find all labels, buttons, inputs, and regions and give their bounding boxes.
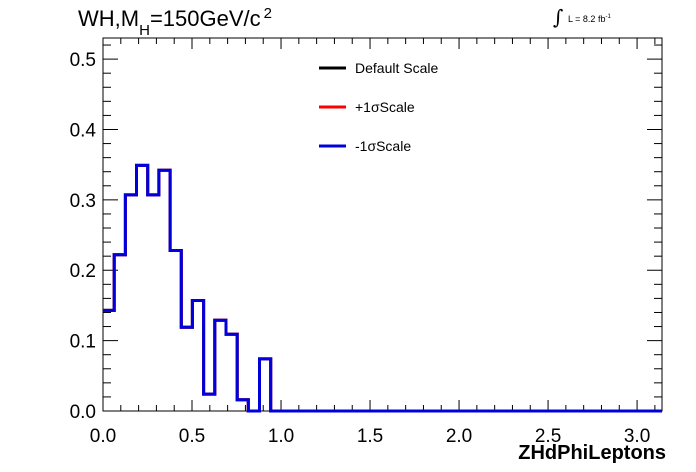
legend: Default Scale +1σScale -1σScale <box>319 60 438 154</box>
y-tick-label: 0.3 <box>70 191 96 212</box>
series-group <box>103 163 662 413</box>
x-tick-label: 1.0 <box>268 426 294 447</box>
title-process: WH,M <box>78 6 140 31</box>
plot-frame <box>102 37 663 412</box>
y-tick-label: 0.0 <box>70 402 96 423</box>
title-mass: =150GeV/c <box>149 6 261 31</box>
plot-title: WH,MH=150GeV/c 2 <box>78 5 272 39</box>
tick-labels: 0.0 0.5 1.0 1.5 2.0 2.5 3.0 0.0 0.1 0.2 0.3 0.4 0.5 <box>70 50 651 447</box>
axis-ticks <box>102 38 662 412</box>
luminosity-text: L = 8.2 fb <box>568 14 606 24</box>
legend-label-1: +1σScale <box>355 99 415 115</box>
legend-label-0: Default Scale <box>355 60 438 76</box>
x-axis-title: ZHdPhiLeptons <box>518 442 666 464</box>
title-subscript: H <box>139 22 150 39</box>
x-tick-label: 2.5 <box>535 426 561 447</box>
series-line-2 <box>103 163 662 413</box>
y-tick-label: 0.2 <box>70 261 96 282</box>
title-superscript: 2 <box>263 5 272 22</box>
x-tick-label: 1.5 <box>357 426 383 447</box>
luminosity-label: ∫ L = 8.2 fb-1 <box>553 5 611 29</box>
luminosity-unit-exponent: -1 <box>605 14 611 20</box>
y-tick-label: 0.1 <box>70 332 96 353</box>
legend-label-2: -1σScale <box>355 138 411 154</box>
y-tick-label: 0.4 <box>70 120 97 141</box>
x-tick-label: 0.5 <box>179 426 205 447</box>
y-tick-label: 0.5 <box>70 50 96 71</box>
x-tick-label: 3.0 <box>624 426 650 447</box>
x-tick-label: 2.0 <box>446 426 472 447</box>
x-tick-label: 0.0 <box>90 426 116 447</box>
integral-symbol: ∫ <box>553 5 564 29</box>
